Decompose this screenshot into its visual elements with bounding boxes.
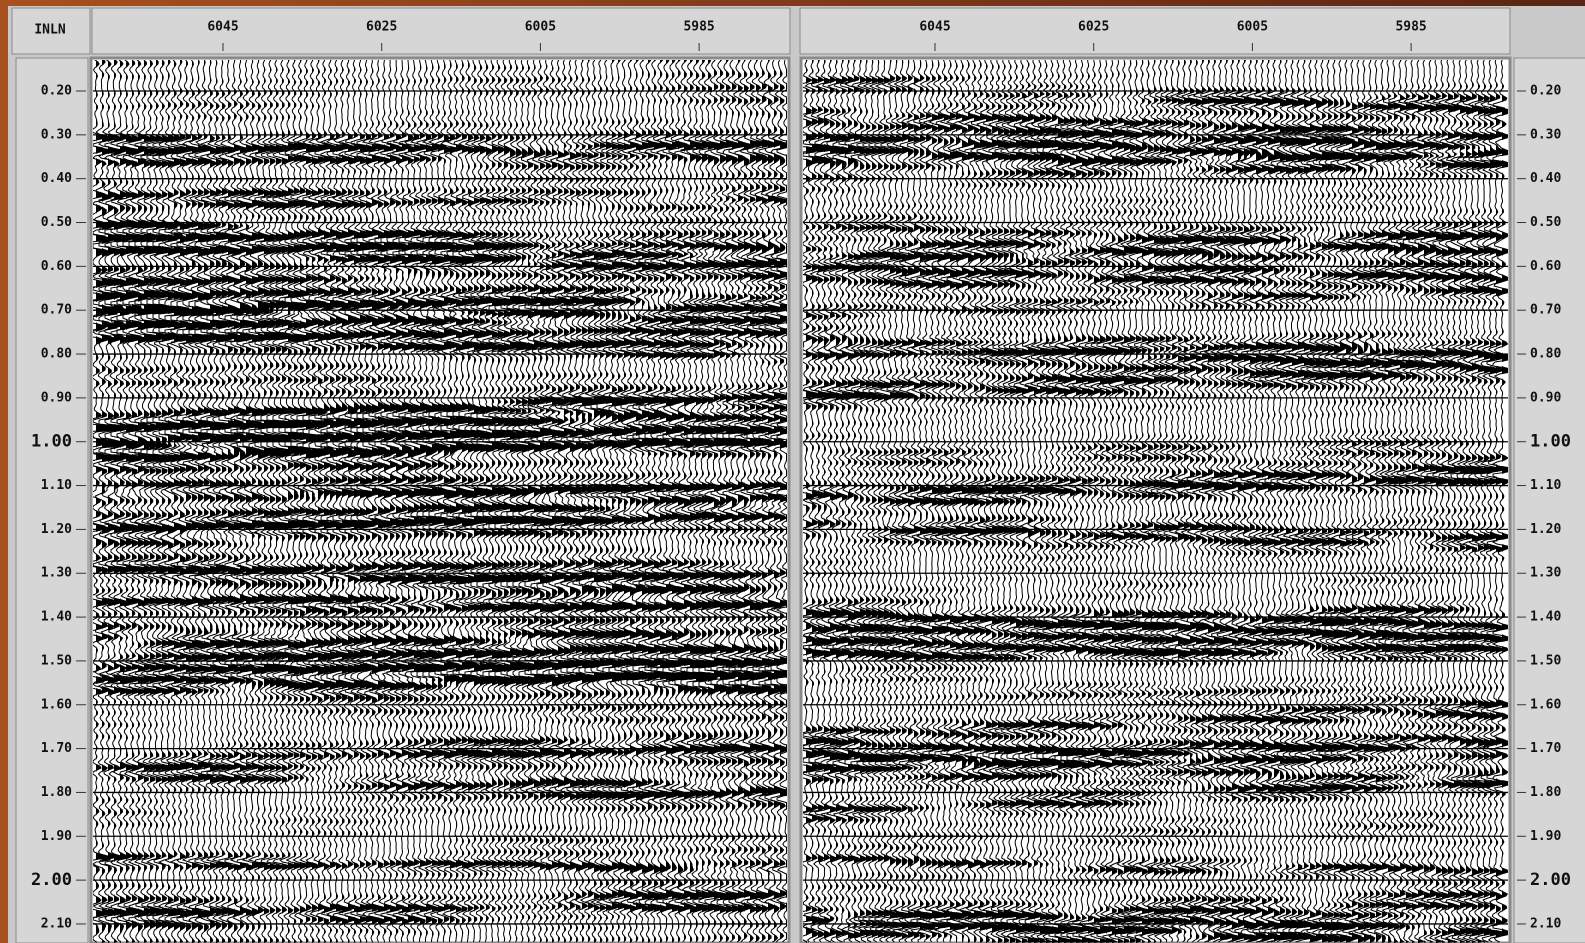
- x-axis-label: 5985: [1395, 20, 1426, 35]
- time-label-left: 0.60: [41, 259, 72, 274]
- time-label-left: 1.30: [41, 566, 72, 581]
- time-label-right: 0.70: [1530, 303, 1561, 318]
- time-label-right: 0.50: [1530, 215, 1561, 230]
- header-label: INLN: [34, 23, 65, 38]
- time-label-right: 2.00: [1530, 870, 1571, 890]
- time-label-left: 2.00: [31, 870, 72, 890]
- time-label-left: 1.60: [41, 697, 72, 712]
- time-label-right: 0.20: [1530, 84, 1561, 99]
- time-label-right: 1.60: [1530, 697, 1561, 712]
- time-label-left: 0.20: [41, 84, 72, 99]
- x-axis-label: 6025: [366, 20, 397, 35]
- time-label-right: 1.90: [1530, 829, 1561, 844]
- time-label-right: 0.30: [1530, 127, 1561, 142]
- time-label-left: 1.20: [41, 522, 72, 537]
- time-label-left: 1.10: [41, 478, 72, 493]
- time-label-right: 0.60: [1530, 259, 1561, 274]
- time-label-right: 0.80: [1530, 347, 1561, 362]
- time-label-left: 1.90: [41, 829, 72, 844]
- time-label-left: 2.10: [41, 916, 72, 931]
- time-label-right: 1.00: [1530, 432, 1571, 452]
- time-label-left: 1.00: [31, 432, 72, 452]
- time-label-right: 1.50: [1530, 653, 1561, 668]
- x-axis-label: 6005: [525, 20, 556, 35]
- time-label-right: 1.20: [1530, 522, 1561, 537]
- time-label-left: 1.80: [41, 785, 72, 800]
- time-label-right: 1.10: [1530, 478, 1561, 493]
- time-label-right: 1.40: [1530, 610, 1561, 625]
- right-axis: [1514, 58, 1585, 943]
- time-label-left: 0.30: [41, 127, 72, 142]
- x-axis-label: 6005: [1237, 20, 1268, 35]
- x-axis-label: 6025: [1078, 20, 1109, 35]
- time-label-left: 1.40: [41, 610, 72, 625]
- time-label-left: 0.90: [41, 390, 72, 405]
- time-label-left: 0.80: [41, 347, 72, 362]
- time-label-left: 0.50: [41, 215, 72, 230]
- time-label-right: 1.30: [1530, 566, 1561, 581]
- time-label-right: 2.10: [1530, 916, 1561, 931]
- time-label-left: 0.70: [41, 303, 72, 318]
- left-axis: [16, 58, 88, 943]
- x-axis-label: 6045: [919, 20, 950, 35]
- time-label-right: 1.80: [1530, 785, 1561, 800]
- x-axis-label: 5985: [683, 20, 714, 35]
- x-axis-label: 6045: [207, 20, 238, 35]
- time-label-left: 1.70: [41, 741, 72, 756]
- time-label-left: 0.40: [41, 171, 72, 186]
- time-label-right: 1.70: [1530, 741, 1561, 756]
- time-label-right: 0.40: [1530, 171, 1561, 186]
- time-label-left: 1.50: [41, 653, 72, 668]
- time-label-right: 0.90: [1530, 390, 1561, 405]
